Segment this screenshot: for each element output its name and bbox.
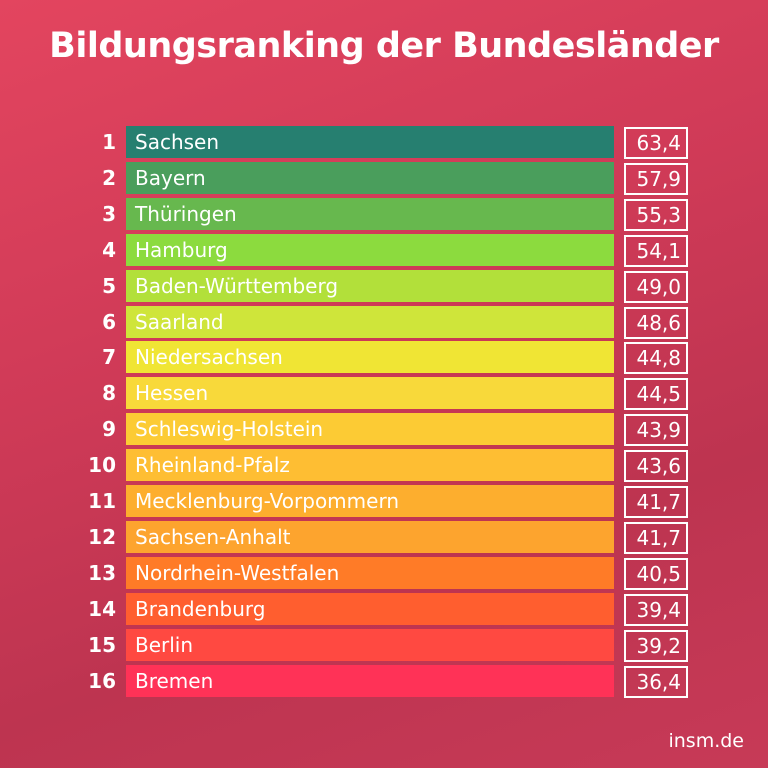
ranking-row: 11 Mecklenburg-Vorpommern 41,7 [0, 485, 768, 518]
ranking-row: 7 Niedersachsen 44,8 [0, 341, 768, 375]
score-value: 41,7 [636, 525, 681, 550]
state-name: Sachsen [135, 130, 220, 154]
score-box: 49,0 [624, 270, 688, 303]
state-bar: Sachsen [126, 126, 614, 158]
score-box: 44,5 [624, 378, 688, 411]
rank-label: 9 [102, 417, 116, 442]
ranking-row: 5 Baden-Württemberg 49,0 [0, 269, 768, 303]
state-name: Niedersachsen [135, 345, 283, 370]
state-name: Saarland [135, 309, 224, 334]
score-value: 39,2 [636, 633, 681, 658]
score-value: 57,9 [636, 166, 681, 191]
state-name: Hamburg [135, 237, 228, 262]
state-name: Hessen [135, 381, 209, 406]
score-value: 49,0 [636, 274, 681, 299]
score-value: 36,4 [636, 669, 681, 694]
score-box: 41,7 [624, 521, 688, 554]
state-name: Thüringen [135, 201, 237, 226]
rank-label: 1 [102, 130, 116, 154]
state-bar: Schleswig-Holstein [126, 413, 614, 446]
rank-label: 6 [102, 309, 116, 334]
score-value: 63,4 [636, 131, 681, 155]
ranking-row: 10 Rheinland-Pfalz 43,6 [0, 449, 768, 483]
state-bar: Saarland [126, 305, 614, 338]
state-name: Schleswig-Holstein [135, 417, 324, 442]
rank-label: 4 [102, 237, 116, 262]
score-value: 55,3 [636, 202, 681, 227]
state-name: Sachsen-Anhalt [135, 524, 291, 549]
ranking-row: 2 Bayern 57,9 [0, 161, 768, 195]
score-box: 63,4 [624, 127, 688, 159]
score-value: 43,9 [636, 418, 681, 443]
state-bar: Niedersachsen [126, 341, 614, 374]
score-box: 40,5 [624, 557, 688, 590]
rank-label: 14 [88, 596, 116, 621]
state-bar: Berlin [126, 628, 614, 661]
score-value: 44,8 [636, 346, 681, 371]
score-value: 41,7 [636, 490, 681, 514]
score-box: 48,6 [624, 306, 688, 339]
score-box: 43,9 [624, 414, 688, 447]
rank-label: 11 [88, 489, 116, 513]
state-bar: Hessen [126, 377, 614, 410]
state-name: Nordrhein-Westfalen [135, 560, 340, 585]
state-bar: Baden-Württemberg [126, 269, 614, 302]
ranking-row: 14 Brandenburg 39,4 [0, 592, 768, 626]
score-box: 57,9 [624, 162, 688, 195]
ranking-row: 12 Sachsen-Anhalt 41,7 [0, 520, 768, 554]
state-bar: Nordrhein-Westfalen [126, 556, 614, 589]
score-box: 55,3 [624, 198, 688, 231]
ranking-row: 1 Sachsen 63,4 [0, 126, 768, 159]
state-name: Bremen [135, 668, 214, 693]
state-bar: Hamburg [126, 233, 614, 266]
ranking-row: 4 Hamburg 54,1 [0, 233, 768, 267]
state-bar: Brandenburg [126, 592, 614, 625]
ranking-row: 3 Thüringen 55,3 [0, 197, 768, 231]
rank-label: 5 [102, 273, 116, 298]
state-bar: Thüringen [126, 197, 614, 230]
score-box: 39,2 [624, 629, 688, 662]
ranking-row: 16 Bremen 36,4 [0, 664, 768, 698]
rank-label: 8 [102, 381, 116, 406]
state-name: Rheinland-Pfalz [135, 453, 290, 478]
state-name: Bayern [135, 165, 206, 190]
state-bar: Bayern [126, 161, 614, 194]
score-value: 44,5 [636, 382, 681, 407]
chart-title: Bildungsranking der Bundesländer [49, 26, 719, 66]
state-name: Berlin [135, 632, 194, 657]
score-box: 43,6 [624, 450, 688, 483]
ranking-row: 8 Hessen 44,5 [0, 377, 768, 411]
ranking-row: 9 Schleswig-Holstein 43,9 [0, 413, 768, 447]
rank-label: 12 [88, 524, 116, 549]
rank-label: 2 [102, 165, 116, 190]
rank-label: 10 [88, 453, 116, 478]
score-box: 39,4 [624, 593, 688, 626]
state-bar: Mecklenburg-Vorpommern [126, 485, 614, 517]
state-name: Mecklenburg-Vorpommern [135, 489, 399, 513]
ranking-row: 13 Nordrhein-Westfalen 40,5 [0, 556, 768, 590]
score-value: 40,5 [636, 561, 681, 586]
ranking-row: 6 Saarland 48,6 [0, 305, 768, 339]
state-bar: Sachsen-Anhalt [126, 520, 614, 553]
state-name: Brandenburg [135, 596, 266, 621]
score-value: 43,6 [636, 454, 681, 479]
score-value: 39,4 [636, 597, 681, 622]
rank-label: 3 [102, 201, 116, 226]
score-value: 48,6 [636, 310, 681, 335]
state-bar: Rheinland-Pfalz [126, 449, 614, 482]
ranking-row: 15 Berlin 39,2 [0, 628, 768, 662]
score-box: 36,4 [624, 665, 688, 698]
score-box: 41,7 [624, 486, 688, 518]
source-label: insm.de [668, 730, 744, 752]
score-box: 44,8 [624, 342, 688, 375]
score-value: 54,1 [636, 238, 681, 263]
rank-label: 15 [88, 632, 116, 657]
rank-label: 16 [88, 668, 116, 693]
rank-label: 7 [102, 345, 116, 370]
rank-label: 13 [88, 560, 116, 585]
score-box: 54,1 [624, 234, 688, 267]
state-name: Baden-Württemberg [135, 273, 339, 298]
state-bar: Bremen [126, 664, 614, 697]
